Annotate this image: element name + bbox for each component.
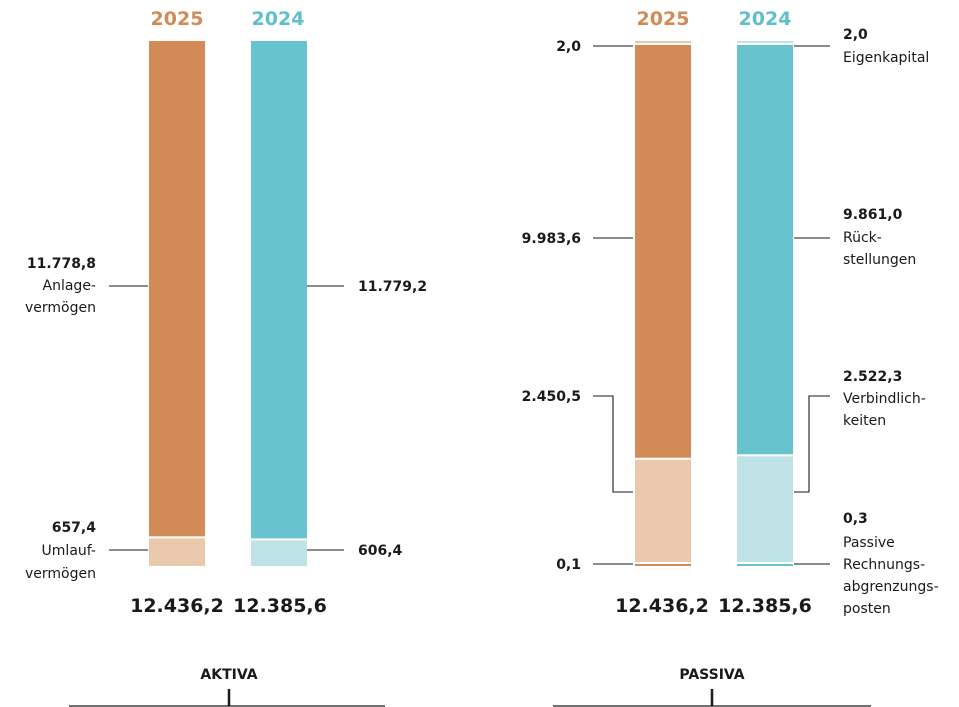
value-label-rueckstellungen-2024: 9.861,0: [843, 207, 903, 223]
bar-passiva-2025-passive-rechnungsabgrenzungsposten: [635, 564, 691, 566]
section-title-aktiva: AKTIVA: [200, 667, 257, 683]
value-label-umlauf-2024: 606,4: [358, 543, 403, 559]
bar-aktiva-2025-umlaufverm-gen: [149, 538, 205, 566]
value-label-rap-2024: 0,3: [843, 511, 868, 527]
year-2024-header-aktiva: 2024: [252, 8, 305, 30]
total-passiva-2024: 12.385,6: [718, 595, 812, 617]
section-title-passiva: PASSIVA: [679, 667, 744, 683]
value-label-anlage-2025: 11.778,8: [27, 256, 96, 272]
year-2024-header-passiva: 2024: [739, 8, 792, 30]
value-label-umlauf-2025: 657,4: [52, 520, 97, 536]
bar-passiva-2024-r-ckstellungen: [737, 45, 793, 455]
total-passiva-2025: 12.436,2: [615, 595, 709, 617]
bar-passiva-2025-eigenkapital: [635, 41, 691, 43]
segment-label-eigenkapital: Eigenkapital: [843, 50, 929, 66]
segment-label-rueckstellungen-2: stellungen: [843, 252, 916, 268]
bar-passiva-2025-verbindlichkeiten: [635, 459, 691, 562]
total-aktiva-2025: 12.436,2: [130, 595, 224, 617]
value-label-rueckstellungen-2025: 9.983,6: [522, 231, 581, 247]
bar-passiva-2024-passive-rechnungsabgrenzungsposten: [737, 564, 793, 566]
segment-label-rap-3: abgrenzungs-: [843, 579, 939, 595]
segment-label-umlauf-2: vermögen: [25, 566, 96, 582]
year-2025-header-aktiva: 2025: [151, 8, 204, 30]
value-label-eigenkapital-2025: 2,0: [556, 39, 581, 55]
segment-label-rap-2: Rechnungs-: [843, 557, 925, 573]
bar-passiva-2025-r-ckstellungen: [635, 45, 691, 458]
value-label-eigenkapital-2024: 2,0: [843, 27, 868, 43]
value-label-rap-2025: 0,1: [556, 557, 581, 573]
segment-label-rap-4: posten: [843, 601, 891, 617]
segment-label-umlauf-1: Umlauf-: [42, 543, 96, 559]
segment-label-anlage-2: vermögen: [25, 300, 96, 316]
value-label-verbindlichkeiten-2024: 2.522,3: [843, 369, 902, 385]
leader-verbindlichkeiten-2025: [593, 395, 633, 493]
segment-label-rap-1: Passive: [843, 535, 895, 551]
bar-aktiva-2024-umlaufverm-gen: [251, 540, 307, 566]
leader-verbindlichkeiten-2024: [794, 395, 830, 493]
segment-label-rueckstellungen-1: Rück-: [843, 230, 882, 246]
bar-segments: [149, 41, 793, 566]
bar-aktiva-2025-anlageverm-gen: [149, 41, 205, 537]
bar-passiva-2024-verbindlichkeiten: [737, 456, 793, 562]
bar-passiva-2024-eigenkapital: [737, 41, 793, 43]
total-aktiva-2024: 12.385,6: [233, 595, 327, 617]
value-label-anlage-2024: 11.779,2: [358, 279, 427, 295]
segment-label-verbindlichkeiten-1: Verbindlich-: [843, 391, 926, 407]
segment-label-anlage-1: Anlage-: [43, 278, 96, 294]
bar-aktiva-2024-anlageverm-gen: [251, 41, 307, 539]
year-2025-header-passiva: 2025: [637, 8, 690, 30]
value-label-verbindlichkeiten-2025: 2.450,5: [522, 389, 581, 405]
segment-label-verbindlichkeiten-2: keiten: [843, 413, 886, 429]
